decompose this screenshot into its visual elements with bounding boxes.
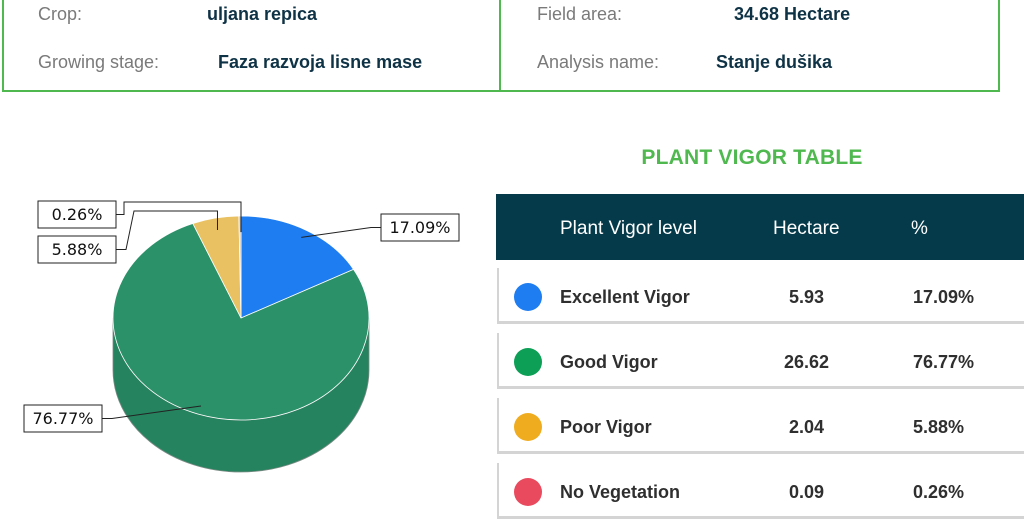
vigor-color-dot <box>514 348 542 376</box>
header-vigor-level: Plant Vigor level <box>560 218 697 239</box>
vigor-level: Excellent Vigor <box>560 287 690 307</box>
field-area-value: 34.68 Hectare <box>734 4 851 24</box>
pie-slice <box>112 223 370 421</box>
vigor-percent: 17.09% <box>913 287 975 307</box>
vigor-hectare: 0.09 <box>789 482 825 502</box>
pie-label-line <box>102 405 202 419</box>
vigor-level: No Vegetation <box>560 482 681 502</box>
pie-label-box <box>380 213 460 242</box>
vigor-level: Good Vigor <box>560 352 658 372</box>
pie-label-box <box>37 235 117 264</box>
field-area-label: Field area: <box>537 4 623 24</box>
table-row: Excellent Vigor 5.93 17.09% <box>497 268 1024 324</box>
analysis-name-label: Analysis name: <box>537 52 660 72</box>
crop-label: Crop: <box>38 4 83 24</box>
pie-slice-label: 0.26% <box>52 205 103 224</box>
pie-slice-label: 76.77% <box>32 409 93 428</box>
table-row: Good Vigor 26.62 76.77% <box>497 333 1024 389</box>
vigor-percent: 0.26% <box>913 482 965 502</box>
vigor-color-dot <box>514 413 542 441</box>
header-percent: % <box>911 218 928 239</box>
table-row: No Vegetation 0.09 0.26% <box>497 463 1024 519</box>
vigor-color-dot <box>514 478 542 506</box>
table-title: PLANT VIGOR TABLE <box>641 146 863 169</box>
pie-label-line <box>301 227 381 238</box>
pie-label-box <box>23 404 103 433</box>
pie-label-line <box>116 210 218 250</box>
vigor-color-dot <box>514 283 542 311</box>
field-info-panel: Crop: uljana repica Growing stage: Faza … <box>2 0 1000 92</box>
vigor-percent: 5.88% <box>913 417 965 437</box>
vigor-hectare: 26.62 <box>784 352 830 372</box>
vigor-percent: 76.77% <box>913 352 975 372</box>
header-hectare: Hectare <box>773 218 840 239</box>
crop-value: uljana repica <box>207 4 318 24</box>
vigor-hectare: 2.04 <box>789 417 825 437</box>
pie-label-line <box>116 201 242 233</box>
vigor-level: Poor Vigor <box>560 417 652 437</box>
pie-label-box <box>37 200 117 229</box>
pie-slice-label: 5.88% <box>52 240 103 259</box>
pie-slice <box>240 215 355 319</box>
vigor-hectare: 5.93 <box>789 287 825 307</box>
pie-slice-label: 17.09% <box>389 218 450 237</box>
info-divider <box>499 0 501 90</box>
vigor-pie-chart: 17.09% 76.77% 5.88% 0.26% <box>23 200 460 473</box>
growing-stage-value: Faza razvoja lisne mase <box>218 52 423 72</box>
table-header: Plant Vigor level Hectare % <box>496 194 1024 260</box>
table-row: Poor Vigor 2.04 5.88% <box>497 398 1024 454</box>
growing-stage-label: Growing stage: <box>38 52 160 72</box>
analysis-name-value: Stanje dušika <box>716 52 833 72</box>
